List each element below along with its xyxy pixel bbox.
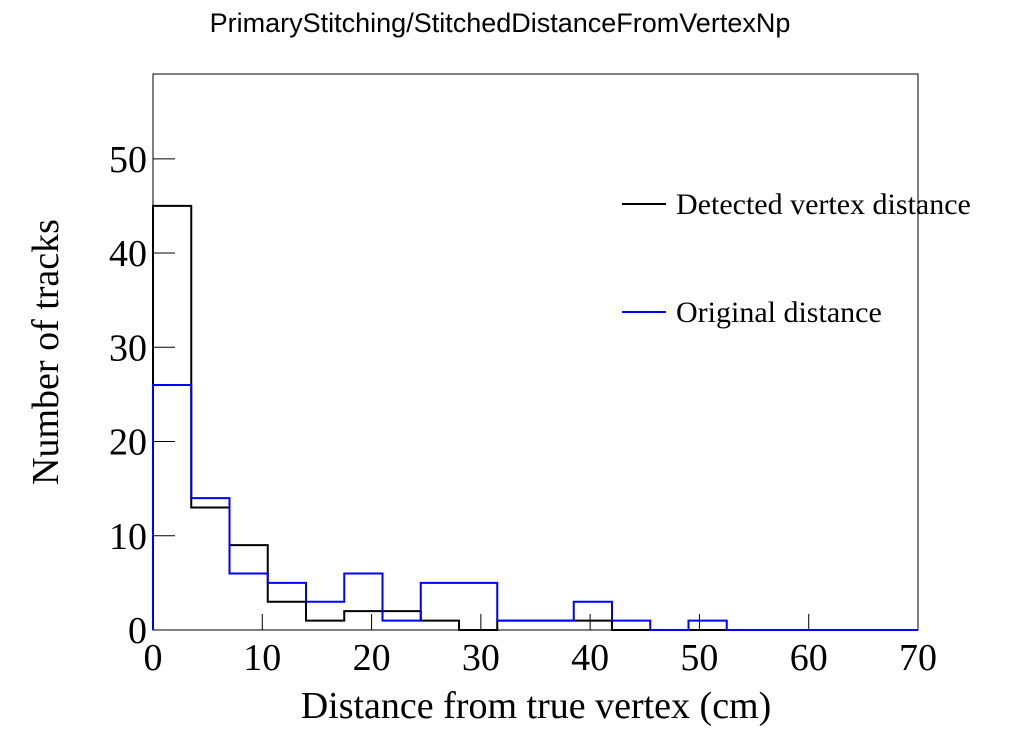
x-tick-label: 60 [790,637,828,679]
x-tick-label: 50 [680,637,718,679]
series-layer [152,204,918,631]
series-line-detected [152,204,918,631]
y-tick-label: 30 [109,327,147,369]
legend-label: Original distance [676,296,882,329]
axis-ticks: 0 10 20 30 40 50 60 70 0 10 20 30 40 50 [109,139,937,679]
y-tick-label: 10 [109,516,147,558]
y-axis-label: Number of tracks [25,219,67,485]
x-tick-label: 70 [899,637,937,679]
series-line-original [152,383,918,631]
x-tick-label: 0 [144,637,163,679]
x-tick-label: 20 [353,637,391,679]
y-tick-label: 0 [128,610,147,652]
legend: Detected vertex distance Original distanc… [622,188,971,329]
chart-title: PrimaryStitching/StitchedDistanceFromVer… [209,8,791,38]
x-tick-label: 30 [462,637,500,679]
x-axis-label: Distance from true vertex (cm) [301,685,772,727]
x-tick-label: 10 [243,637,281,679]
y-tick-label: 40 [109,233,147,275]
x-tick-label: 40 [571,637,609,679]
y-tick-label: 50 [109,139,147,181]
y-tick-label: 20 [109,422,147,464]
legend-label: Detected vertex distance [676,188,971,221]
